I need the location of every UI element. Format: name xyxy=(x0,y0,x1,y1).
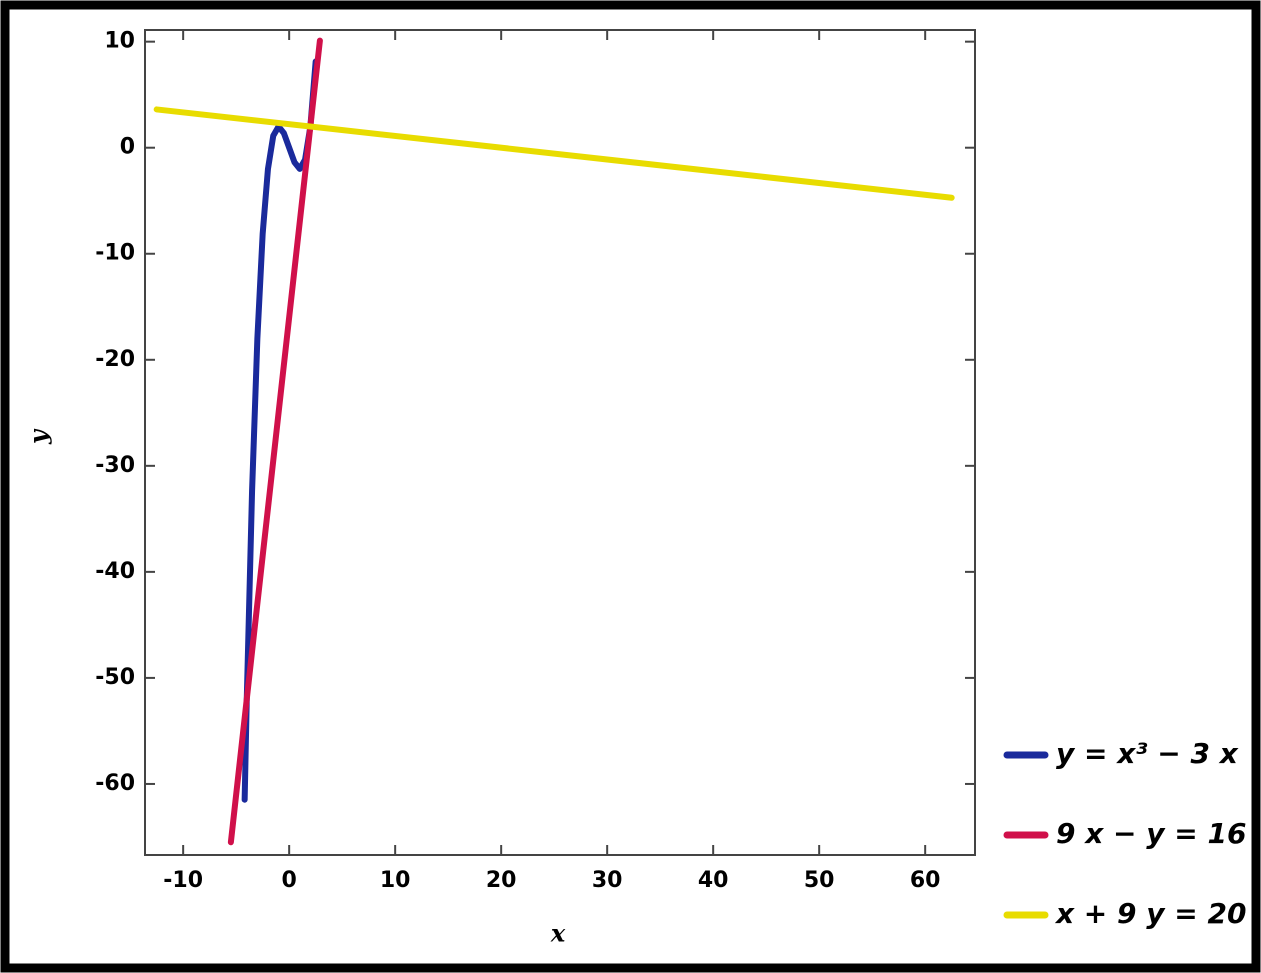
legend-label: y = x³ − 3 x xyxy=(1056,737,1239,770)
legend-label: 9 x − y = 16 xyxy=(1056,817,1246,850)
y-tick-label: -30 xyxy=(95,453,135,478)
y-tick-label: -10 xyxy=(95,241,135,266)
x-tick-label: 40 xyxy=(698,868,729,893)
plot-box xyxy=(144,29,976,856)
x-tick-label: 10 xyxy=(380,868,411,893)
x-tick-label: 60 xyxy=(910,868,941,893)
x-tick-label: 30 xyxy=(592,868,623,893)
series-line xyxy=(153,106,955,201)
y-tick-label: -40 xyxy=(95,559,135,584)
y-axis-label: y xyxy=(24,428,53,445)
x-tick-label: 20 xyxy=(486,868,517,893)
x-tick-label: 0 xyxy=(282,868,297,893)
legend-label: x + 9 y = 20 xyxy=(1054,897,1246,930)
y-tick-label: -60 xyxy=(95,771,135,796)
y-tick-label: 10 xyxy=(104,29,135,54)
series-line xyxy=(241,58,319,803)
series-line xyxy=(227,37,323,846)
plot-lines xyxy=(153,37,955,846)
x-tick-label: 50 xyxy=(804,868,835,893)
x-tick-label: -10 xyxy=(163,868,203,893)
y-tick-label: -50 xyxy=(95,665,135,690)
y-tick-label: -20 xyxy=(95,347,135,372)
x-axis-label: x xyxy=(550,919,566,948)
y-tick-label: 0 xyxy=(120,135,135,160)
